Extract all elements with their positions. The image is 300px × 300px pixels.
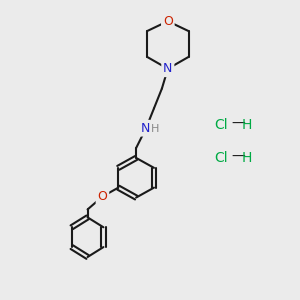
Text: O: O [98, 190, 107, 203]
Text: Cl: Cl [214, 118, 228, 132]
Text: N: N [163, 62, 172, 75]
Text: N: N [140, 122, 150, 135]
Text: O: O [163, 15, 173, 28]
Text: —: — [231, 117, 245, 131]
Text: H: H [241, 118, 251, 132]
Text: H: H [151, 124, 159, 134]
Text: H: H [241, 151, 251, 165]
Text: Cl: Cl [214, 151, 228, 165]
Text: —: — [231, 150, 245, 164]
